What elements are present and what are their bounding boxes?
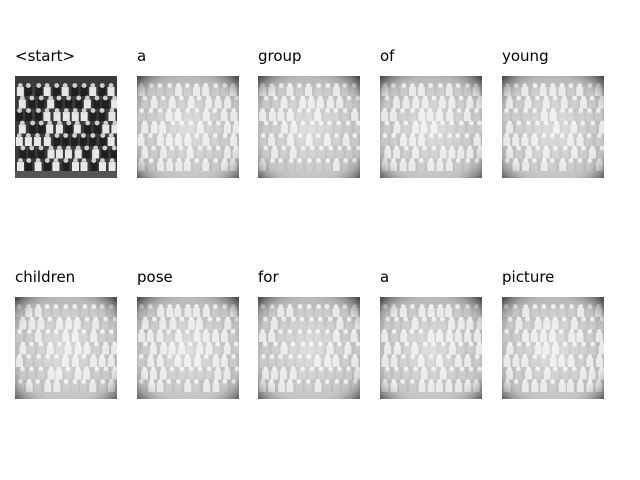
caption-word: group bbox=[258, 47, 302, 65]
caption-word: pose bbox=[137, 268, 173, 286]
attention-map bbox=[15, 297, 117, 399]
caption-word: picture bbox=[502, 268, 555, 286]
caption-word: of bbox=[380, 47, 395, 65]
attention-map bbox=[502, 297, 604, 399]
attention-map bbox=[137, 76, 239, 178]
caption-word: children bbox=[15, 268, 76, 286]
caption-word: a bbox=[380, 268, 390, 286]
caption-word: a bbox=[137, 47, 147, 65]
attention-map bbox=[380, 76, 482, 178]
attention-map bbox=[137, 297, 239, 399]
attention-map bbox=[502, 76, 604, 178]
original-photo bbox=[15, 76, 117, 178]
attention-map bbox=[258, 76, 360, 178]
caption-word: young bbox=[502, 47, 549, 65]
attention-map bbox=[380, 297, 482, 399]
caption-word: for bbox=[258, 268, 279, 286]
caption-word: <start> bbox=[15, 47, 76, 65]
attention-map bbox=[258, 297, 360, 399]
